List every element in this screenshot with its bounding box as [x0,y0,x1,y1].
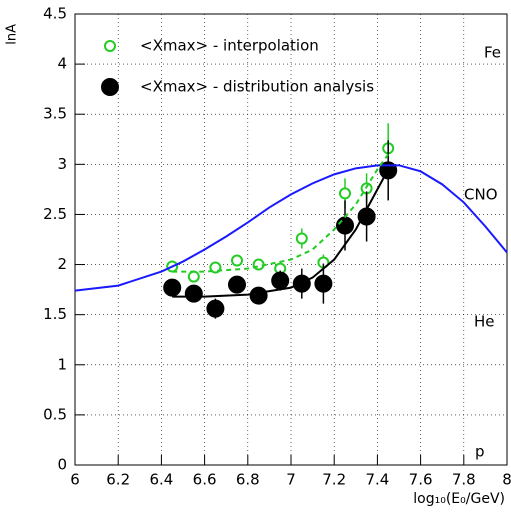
data-point [249,286,268,305]
y-tick-label: 2 [57,255,67,273]
data-point [228,275,246,294]
x-tick-label: 7 [286,471,296,489]
x-tick-label: 7.4 [365,471,389,489]
data-point [231,254,243,267]
data-point [163,278,182,297]
data-point [314,274,333,293]
fit-curve [172,153,390,273]
x-tick-label: 7.2 [322,471,346,489]
fit-curve [172,168,390,298]
y-tick-label: 1.5 [43,305,67,323]
x-tick-label: 6.2 [106,471,130,489]
y-tick-label: 0.5 [43,405,67,423]
data-point [184,284,203,303]
y-tick-label: 4.5 [43,5,67,23]
x-axis-label: log₁₀(E₀/GeV) [413,491,505,507]
x-tick-label: 6.4 [149,471,173,489]
x-tick-label: 7.6 [409,471,433,489]
y-tick-label: 1 [57,355,67,373]
data-point [336,216,354,235]
x-tick-label: 6.8 [236,471,260,489]
annotation: He [474,313,495,331]
y-axis-label: lnA [5,24,20,45]
annotation: CNO [464,186,498,204]
y-tick-label: 2.5 [43,205,67,223]
x-tick-label: 7.8 [452,471,476,489]
x-tick-label: 8 [502,471,511,489]
data-point [295,232,308,245]
y-tick-label: 3 [57,155,67,173]
legend-marker [101,78,119,96]
data-point [339,187,351,200]
annotation: Fe [484,44,501,62]
x-tick-label: 6 [70,471,80,489]
x-tick-label: 6.6 [193,471,217,489]
y-tick-label: 3.5 [43,105,67,123]
legend-label: <Xmax> - interpolation [140,37,319,55]
data-point [271,271,290,290]
annotation: p [475,443,485,461]
y-tick-label: 4 [57,55,67,73]
legend-marker [104,40,116,52]
y-tick-label: 0 [57,456,67,474]
fit-curve [74,164,508,292]
legend-label: <Xmax> - distribution analysis [140,78,374,96]
data-point [206,299,225,318]
data-point [187,270,200,283]
